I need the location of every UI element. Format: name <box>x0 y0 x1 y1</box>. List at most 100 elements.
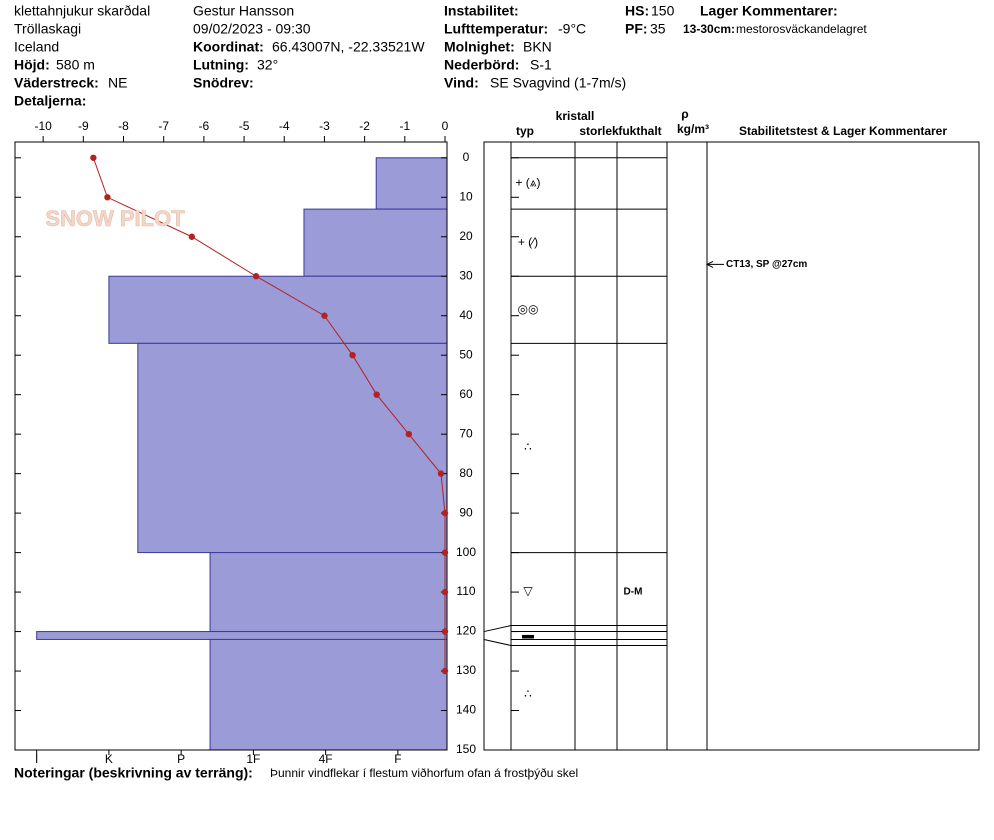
value: BKN <box>523 39 552 55</box>
temperature-label: -1 <box>399 119 410 133</box>
label: Instabilitet: <box>444 3 519 19</box>
temperature-label: 0 <box>442 119 449 133</box>
column-header: typ <box>516 124 534 138</box>
label: Koordinat: <box>193 39 264 55</box>
connector <box>483 638 512 646</box>
temperature-point <box>321 312 328 319</box>
depth-label: 80 <box>459 466 473 480</box>
label: Höjd: <box>14 57 50 73</box>
plot: 0102030405060708090100110120130140150-10… <box>14 107 980 766</box>
value: SE Svagvind (1-7m/s) <box>490 75 626 91</box>
temperature-label: -6 <box>199 119 210 133</box>
depth-label: 10 <box>459 189 473 203</box>
value: 32° <box>257 57 278 73</box>
grain-type: + (⁄) <box>518 235 538 249</box>
temperature-point <box>441 509 449 517</box>
grain-type: ◎◎ <box>518 302 539 316</box>
column-header: kristall <box>556 109 595 123</box>
column-header: fukthalt <box>618 124 661 138</box>
column-header: Stabilitetstest & Lager Kommentarer <box>739 124 947 138</box>
footer-text: Þunnir vindflekar í flestum viðhorfum of… <box>270 766 578 780</box>
hardness-bar <box>209 552 448 633</box>
depth-label: 140 <box>456 703 476 717</box>
header: klettahnjukur skarðdal Tröllaskagi Icela… <box>14 3 867 109</box>
label: PF: <box>625 21 648 37</box>
depth-label: 40 <box>459 308 473 322</box>
hardness-label: 4F <box>319 752 333 766</box>
label: Molnighet: <box>444 39 515 55</box>
temperature-label: -8 <box>118 119 129 133</box>
connector <box>483 625 512 633</box>
depth-label: 70 <box>459 426 473 440</box>
label: HS: <box>625 3 649 19</box>
temperature-point <box>441 549 449 556</box>
hardness-bar <box>209 638 448 751</box>
label: Vind: <box>444 75 479 91</box>
label: Lager Kommentarer: <box>700 3 838 19</box>
hardness-label: I <box>35 752 38 766</box>
location: klettahnjukur skarðdal <box>14 3 150 19</box>
temperature-point <box>104 194 111 201</box>
grain-type: ∴ <box>524 440 532 454</box>
value: 66.43007N, -22.33521W <box>272 39 425 55</box>
temperature-label: -5 <box>239 119 250 133</box>
hardness-label: 1F <box>246 752 260 766</box>
label: Väderstreck: <box>14 75 99 91</box>
temperature-label: -2 <box>359 119 370 133</box>
label: Lufttemperatur: <box>444 21 548 37</box>
temperature-point <box>437 470 445 477</box>
depth-label: 130 <box>456 663 476 677</box>
logo: SNOW PILOT <box>45 206 185 231</box>
moisture: D-M <box>624 587 643 598</box>
temperature-point <box>441 588 449 596</box>
label: Snödrev: <box>193 75 254 91</box>
temperature-point <box>188 233 196 240</box>
temperature-label: -9 <box>78 119 89 133</box>
temperature-point <box>373 391 380 398</box>
temperature-label: -10 <box>34 119 52 133</box>
value: 150 <box>651 3 675 19</box>
plot-frame <box>14 141 448 751</box>
temperature-line <box>92 157 446 672</box>
temperature-point <box>349 351 356 359</box>
depth-label: 30 <box>459 268 473 282</box>
datetime: 09/02/2023 - 09:30 <box>193 21 311 37</box>
grain-type: ∴ <box>524 687 532 701</box>
observer: Gestur Hansson <box>193 3 294 19</box>
depth-label: 110 <box>456 584 475 598</box>
value: -9°C <box>558 21 586 37</box>
depth-label: 60 <box>459 387 473 401</box>
temperature-point <box>441 628 449 635</box>
hardness-bar <box>303 208 448 277</box>
temperature-point <box>252 273 260 280</box>
value: 580 m <box>56 57 95 73</box>
hardness-bar <box>375 157 448 210</box>
layer-table <box>483 141 980 751</box>
hardness-bar <box>36 631 448 640</box>
hardness-bar <box>108 275 448 344</box>
test-label: CT13, SP @27cm <box>726 259 807 270</box>
label: Lutning: <box>193 57 249 73</box>
temperature-point <box>405 430 413 438</box>
depth-label: 0 <box>463 150 470 164</box>
grain-type: + (⩓) <box>515 176 540 190</box>
test-arrowhead <box>705 260 714 268</box>
temperature-label: -3 <box>319 119 330 133</box>
footer-label: Noteringar (beskrivning av terräng): <box>14 765 253 781</box>
depth-label: 100 <box>456 545 476 559</box>
value: 35 <box>650 21 666 37</box>
temperature-label: -4 <box>279 119 290 133</box>
grain-type: ▬ <box>522 628 534 642</box>
hardness-label: F <box>394 752 401 766</box>
hardness-label: P <box>177 752 185 766</box>
label: Detaljerna: <box>14 93 86 109</box>
label: Nederbörd: <box>444 57 519 73</box>
location: Tröllaskagi <box>14 21 81 37</box>
value: S-1 <box>530 57 552 73</box>
depth-label: 150 <box>456 742 476 756</box>
temperature-label: -7 <box>158 119 169 133</box>
depth-label: 50 <box>459 347 473 361</box>
location: Iceland <box>14 39 59 55</box>
column-header: storlek <box>579 124 619 138</box>
